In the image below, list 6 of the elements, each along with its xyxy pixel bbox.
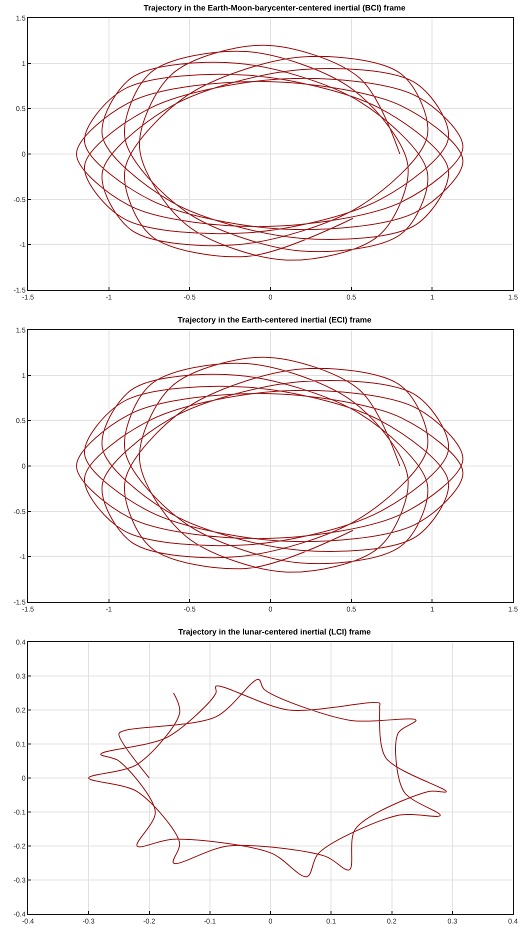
chart-title: Trajectory in the Earth-centered inertial (ECI) frame <box>178 315 372 324</box>
chart-title: Trajectory in the lunar-centered inertial (LCI) frame <box>178 627 372 636</box>
chart-title: Trajectory in the Earth-Moon-barycenter-centered inertial (BCI) frame <box>144 3 406 12</box>
line-series <box>88 678 447 878</box>
line-series <box>76 356 464 573</box>
line-series <box>76 44 464 261</box>
